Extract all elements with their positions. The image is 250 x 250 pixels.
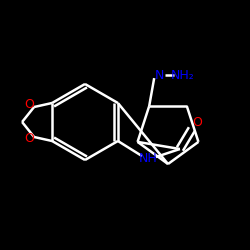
Text: NH: NH	[138, 152, 157, 166]
Text: NH₂: NH₂	[170, 68, 194, 82]
Text: N: N	[154, 68, 164, 82]
Text: O: O	[24, 132, 34, 145]
Text: O: O	[24, 98, 34, 112]
Text: O: O	[192, 116, 202, 130]
